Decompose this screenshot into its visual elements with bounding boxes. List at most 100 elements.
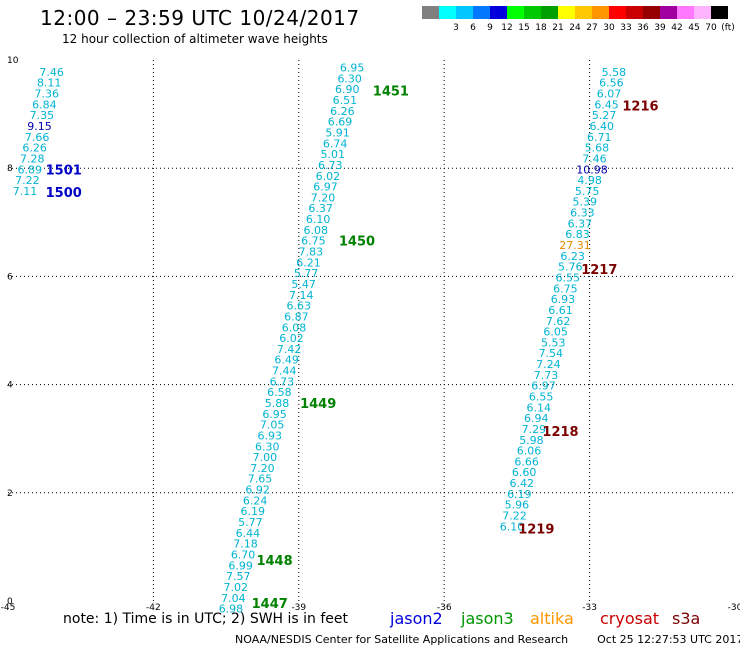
- swh-value: 6.08: [304, 224, 329, 237]
- swh-value: 6.33: [570, 207, 595, 220]
- page-title: 12:00 – 23:59 UTC 10/24/2017: [40, 6, 360, 30]
- swh-value: 27.31: [559, 239, 591, 252]
- swh-value: 6.95: [262, 408, 287, 421]
- pass-time-label: 1218: [542, 425, 578, 440]
- pass-time-label: 1216: [622, 99, 658, 114]
- swh-value: 5.27: [592, 109, 617, 122]
- x-tick-label: -42: [146, 603, 161, 613]
- legend-label: 27: [586, 23, 597, 33]
- swh-value: 7.46: [582, 152, 607, 165]
- swh-value: 6.97: [531, 380, 556, 393]
- swh-value: 6.10: [306, 213, 331, 226]
- swh-value: 6.37: [308, 202, 333, 215]
- swh-value: 6.89: [18, 163, 43, 176]
- legend-label: 9: [487, 23, 493, 33]
- legend-swatch: [490, 6, 507, 19]
- swh-value: 6.26: [330, 105, 355, 118]
- swh-value: 6.02: [316, 170, 341, 183]
- swh-value: 7.28: [20, 152, 45, 165]
- swh-value: 6.73: [318, 159, 343, 172]
- swh-value: 7.44: [272, 365, 297, 378]
- legend-swatch: [626, 6, 643, 19]
- swh-value: 7.65: [248, 473, 273, 486]
- swh-value: 6.60: [512, 466, 537, 479]
- swh-value: 6.40: [589, 120, 614, 133]
- y-tick-label: 6: [7, 272, 13, 282]
- pass-time-label: 1450: [339, 235, 375, 250]
- swh-value: 6.45: [594, 98, 619, 111]
- swh-value: 5.77: [238, 516, 263, 529]
- satellite-cryosat: cryosat: [600, 609, 660, 628]
- swh-value: 7.24: [536, 358, 561, 371]
- legend-label: 6: [470, 23, 476, 33]
- swh-value: 6.66: [514, 455, 539, 468]
- swh-value: 6.99: [228, 559, 253, 572]
- swh-value: 5.39: [573, 196, 598, 209]
- swh-value: 7.83: [299, 246, 324, 259]
- legend-label: 33: [620, 23, 631, 33]
- swh-value: 5.77: [294, 267, 319, 280]
- legend-label: 36: [637, 23, 649, 33]
- swh-value: 6.97: [313, 181, 338, 194]
- swh-value: 6.63: [287, 300, 312, 313]
- swh-value: 6.06: [517, 445, 542, 458]
- legend-swatch: [643, 6, 660, 19]
- credit-footer: NOAA/NESDIS Center for Satellite Applica…: [235, 633, 740, 646]
- swh-value: 6.98: [219, 603, 244, 616]
- legend-label: 24: [569, 23, 581, 33]
- swh-value: 7.46: [39, 66, 64, 79]
- swh-value: 6.55: [529, 391, 554, 404]
- swh-value: 6.19: [507, 488, 532, 501]
- swh-value: 6.71: [587, 131, 612, 144]
- swh-value: 6.73: [270, 375, 295, 388]
- swh-value: 7.11: [13, 185, 38, 198]
- swh-value: 6.10: [500, 520, 525, 533]
- swh-value: 9.15: [27, 120, 52, 133]
- swh-value: 6.30: [255, 440, 280, 453]
- satellite-jason2: jason2: [390, 609, 443, 628]
- swh-value: 7.54: [539, 347, 564, 360]
- legend-swatch: [677, 6, 694, 19]
- swh-value: 6.37: [568, 217, 593, 230]
- swh-value: 6.94: [524, 412, 549, 425]
- swh-value: 7.36: [35, 88, 60, 101]
- legend-label: 30: [603, 23, 615, 33]
- legend-swatch: [609, 6, 626, 19]
- legend-swatch: [694, 6, 711, 19]
- swh-value: 10.98: [576, 163, 608, 176]
- swh-value: 6.75: [553, 282, 578, 295]
- swh-value: 7.62: [546, 315, 571, 328]
- units-note: note: 1) Time is in UTC; 2) SWH is in fe…: [63, 611, 349, 627]
- swh-value: 6.02: [279, 332, 304, 345]
- satellite-jason3: jason3: [461, 609, 514, 628]
- swh-value: 6.84: [32, 98, 57, 111]
- swh-value: 6.75: [301, 235, 326, 248]
- legend-swatch: [558, 6, 575, 19]
- legend-swatch: [660, 6, 677, 19]
- swh-value: 6.93: [551, 293, 576, 306]
- pass-time-label: 1451: [373, 84, 409, 99]
- x-tick-label: -36: [437, 603, 452, 613]
- swh-value: 7.02: [224, 581, 249, 594]
- x-tick-label: -39: [291, 603, 306, 613]
- swh-value: 6.70: [231, 548, 256, 561]
- swh-value: 6.55: [556, 271, 581, 284]
- swh-value: 6.42: [509, 477, 534, 490]
- swh-value: 7.22: [15, 174, 40, 187]
- y-tick-label: 4: [7, 381, 13, 391]
- swh-value: 5.76: [558, 261, 583, 274]
- swh-value: 5.01: [320, 148, 345, 161]
- legend-swatch: [473, 6, 490, 19]
- swh-value: 7.29: [522, 423, 547, 436]
- swh-value: 5.88: [265, 397, 290, 410]
- swh-value: 6.07: [597, 88, 622, 101]
- swh-value: 7.57: [226, 570, 251, 583]
- swh-value: 6.92: [245, 484, 270, 497]
- x-tick-label: -30: [728, 603, 740, 613]
- swh-value: 7.66: [25, 131, 50, 144]
- swh-value: 6.58: [267, 386, 292, 399]
- swh-value: 7.18: [233, 538, 258, 551]
- pass-time-label: 1219: [518, 523, 554, 538]
- swh-value: 6.44: [236, 527, 261, 540]
- swh-value: 6.21: [296, 256, 321, 269]
